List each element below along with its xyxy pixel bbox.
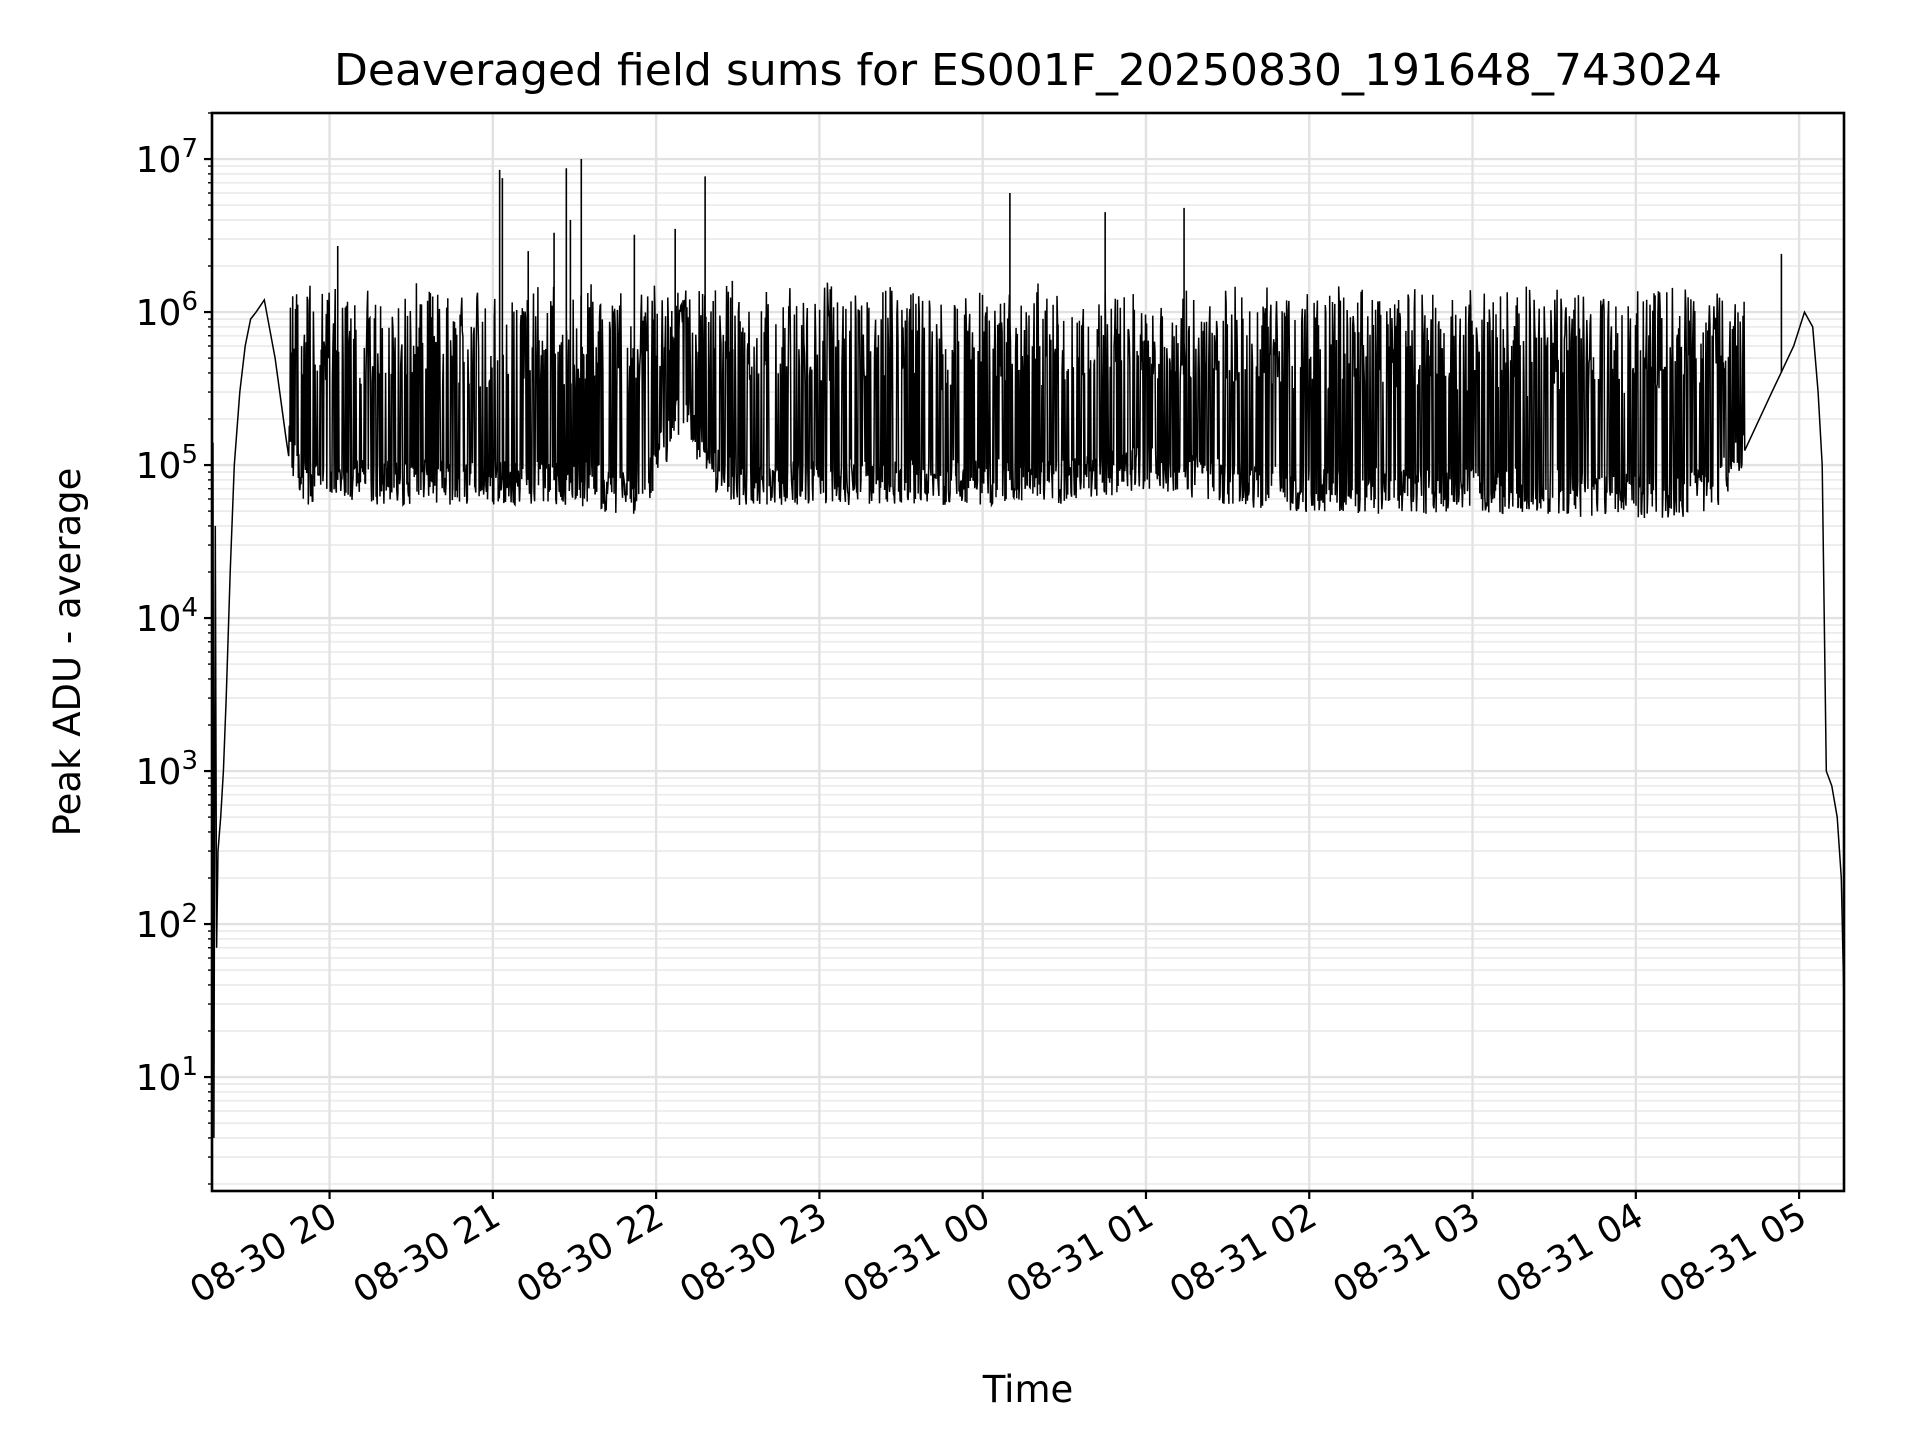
data-series-line	[211, 282, 1845, 1185]
y-tick-label: 101	[136, 1052, 198, 1099]
y-tick-label: 106	[136, 287, 198, 334]
series-layer	[211, 159, 1845, 1185]
grid	[212, 112, 1844, 1191]
y-tick-label: 107	[136, 134, 198, 181]
y-tick-label: 102	[136, 899, 198, 946]
x-axis-label: Time	[982, 1368, 1074, 1411]
chart-title: Deaveraged field sums for ES001F_2025083…	[334, 45, 1722, 96]
y-axis-label: Peak ADU - average	[46, 468, 89, 837]
y-tick-label: 103	[136, 746, 198, 793]
y-tick-label: 105	[136, 440, 198, 487]
plot-frame	[210, 111, 1846, 1193]
y-tick-label: 104	[136, 593, 198, 640]
